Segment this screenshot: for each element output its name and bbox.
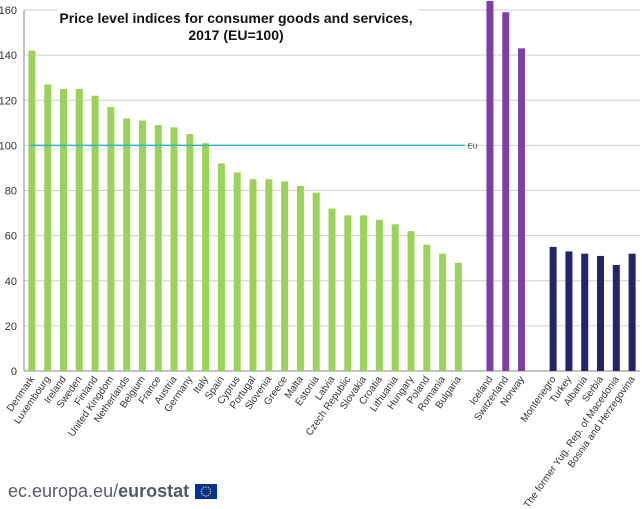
bar — [549, 246, 557, 371]
flag-star — [203, 486, 205, 488]
bar — [407, 231, 415, 371]
eu-reference-line: EU — [30, 143, 477, 150]
bar — [28, 50, 36, 372]
bars — [28, 0, 636, 372]
bar — [502, 12, 510, 371]
flag-star — [201, 492, 203, 495]
flag-star — [205, 494, 207, 497]
footer-brand: eurostat — [118, 480, 190, 501]
bar — [454, 262, 462, 371]
flag-star — [201, 487, 203, 490]
bar — [565, 251, 573, 371]
bar — [628, 253, 636, 371]
flag-star — [200, 490, 203, 492]
bar — [249, 179, 257, 371]
bar — [75, 88, 83, 371]
y-tick-label: 80 — [5, 186, 17, 198]
bar — [328, 208, 336, 371]
bar — [518, 48, 526, 371]
bar — [123, 118, 131, 371]
bar — [217, 163, 225, 371]
footer-branding: ec.europa.eu/ eurostat — [8, 478, 218, 504]
bar — [612, 264, 620, 371]
bar — [439, 253, 447, 371]
chart-title: Price level indices for consumer goods a… — [58, 9, 418, 47]
flag-star — [209, 487, 211, 490]
title-line: Price level indices for consumer goods a… — [59, 10, 412, 26]
bar — [44, 84, 52, 372]
bar — [202, 143, 210, 371]
flag-star — [209, 492, 211, 495]
y-tick-label: 100 — [0, 140, 17, 152]
bar — [233, 172, 241, 371]
bar — [486, 0, 494, 371]
bar — [375, 219, 383, 371]
flag-star — [205, 485, 207, 488]
bar — [296, 185, 304, 371]
y-tick-label: 40 — [5, 276, 17, 288]
y-tick-label: 60 — [5, 231, 17, 243]
footer-domain: ec.europa.eu/ — [8, 480, 119, 501]
bar — [154, 125, 162, 371]
bar — [391, 224, 399, 371]
bar — [59, 88, 67, 371]
bar — [265, 179, 273, 371]
bar — [581, 253, 589, 371]
bar — [138, 120, 146, 372]
bar — [186, 134, 194, 371]
y-tick-label: 120 — [0, 95, 17, 107]
bar — [312, 192, 320, 371]
bar — [360, 215, 368, 371]
bar — [423, 244, 431, 371]
bar — [281, 181, 289, 371]
flag-star — [203, 494, 205, 496]
bar — [170, 127, 178, 371]
flag-star — [209, 490, 212, 492]
eu-flag-icon — [195, 483, 218, 499]
flag-star — [207, 486, 210, 488]
y-axis: 0 20 40 60 80 100 120 140 160 — [0, 5, 640, 378]
title-background — [58, 9, 418, 47]
eu-line-label: EU — [468, 143, 478, 150]
bar — [91, 95, 99, 372]
bar — [107, 107, 115, 372]
y-tick-label: 160 — [0, 5, 17, 17]
flag-star — [207, 494, 210, 496]
title-line: 2017 (EU=100) — [188, 27, 283, 43]
y-tick-label: 140 — [0, 50, 17, 62]
bar — [344, 215, 352, 371]
y-tick-label: 20 — [5, 321, 17, 333]
y-tick-label: 0 — [11, 366, 17, 378]
bar — [597, 255, 605, 371]
